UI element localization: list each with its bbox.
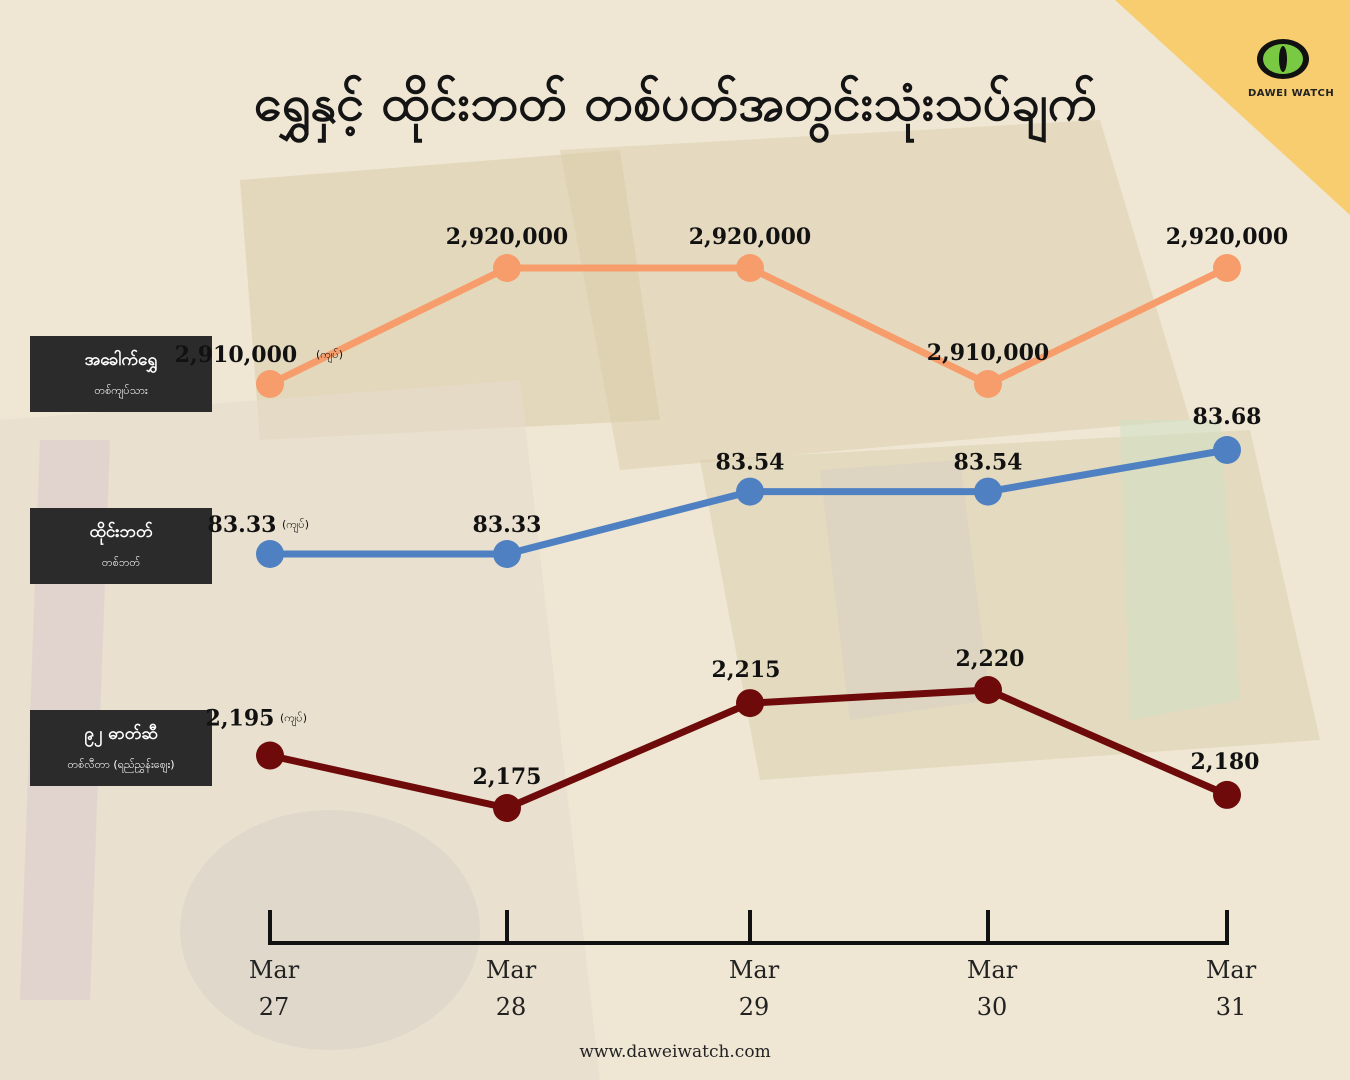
- data-label: 83.54: [716, 450, 785, 476]
- unit-suffix: (ကျပ်): [316, 348, 343, 363]
- corner-accent: [1115, 0, 1350, 215]
- data-label: 2,175: [473, 764, 542, 790]
- data-label: 2,180: [1191, 749, 1260, 775]
- data-point: [974, 370, 1002, 398]
- x-tick-label: Mar: [1206, 956, 1257, 984]
- data-label: 2,920,000: [689, 224, 811, 250]
- page-title: ရွှေနှင့် ထိုင်းဘတ် တစ်ပတ်အတွင်းသုံးသပ်ခ…: [253, 74, 1097, 132]
- data-label: 2,910,000: [927, 340, 1049, 366]
- x-tick-label: Mar: [729, 956, 780, 984]
- data-point: [493, 254, 521, 282]
- brand-logo: DAWEI WATCH: [1248, 38, 1335, 99]
- data-label: 2,195: [206, 706, 275, 732]
- data-label: 2,220: [956, 646, 1025, 672]
- series-label-fuel: ၉၂ ဓာတ်ဆီ တစ်လီတာ (ရည်ညွှန်းဈေး): [30, 710, 212, 786]
- data-point: [1213, 254, 1241, 282]
- unit-suffix: (ကျပ်): [282, 518, 309, 533]
- data-point: [974, 477, 1002, 506]
- eye-icon: [1257, 39, 1309, 79]
- data-point: [1213, 436, 1241, 464]
- x-tick-label: 29: [739, 993, 770, 1021]
- x-tick-label: 27: [259, 993, 290, 1021]
- series-label-gold: အခေါက်ရွှေ တစ်ကျပ်သား: [30, 336, 212, 412]
- series-label-name: ထိုင်းဘတ်: [89, 522, 153, 542]
- series-label-unit: တစ်လီတာ (ရည်ညွှန်းဈေး): [67, 758, 175, 771]
- brand-name: DAWEI WATCH: [1248, 88, 1335, 99]
- series-label-name: ၉၂ ဓာတ်ဆီ: [84, 724, 158, 744]
- data-label: 83.68: [1193, 404, 1262, 430]
- x-tick-label: Mar: [967, 956, 1018, 984]
- data-point: [736, 254, 764, 282]
- data-label: 83.54: [954, 450, 1023, 476]
- data-label: 2,910,000: [175, 342, 297, 368]
- data-label: 2,920,000: [1166, 224, 1288, 250]
- data-label: 2,215: [712, 657, 781, 683]
- x-tick-label: Mar: [249, 956, 300, 984]
- data-point: [736, 689, 764, 718]
- data-point: [974, 676, 1002, 704]
- data-point: [1213, 780, 1241, 809]
- x-tick-label: 31: [1216, 993, 1247, 1021]
- data-point: [493, 540, 521, 568]
- data-label: 2,920,000: [446, 224, 568, 250]
- data-point: [256, 540, 284, 568]
- x-tick-label: 28: [496, 993, 527, 1021]
- data-point: [256, 741, 284, 770]
- data-point: [256, 370, 284, 398]
- data-point: [736, 477, 764, 506]
- series-label-unit: တစ်ကျပ်သား: [94, 384, 148, 397]
- x-tick-label: 30: [977, 993, 1008, 1021]
- x-tick-label: Mar: [486, 956, 537, 984]
- data-point: [493, 794, 521, 822]
- series-line: [268, 264, 1229, 388]
- series-label-unit: တစ်ဘတ်: [101, 556, 141, 569]
- series-label-baht: ထိုင်းဘတ် တစ်ဘတ်: [30, 508, 212, 584]
- data-label: 83.33: [208, 512, 277, 538]
- data-label: 83.33: [473, 512, 542, 538]
- unit-suffix: (ကျပ်): [280, 712, 307, 727]
- series-label-name: အခေါက်ရွှေ: [84, 350, 158, 370]
- footer-url: www.daweiwatch.com: [579, 1042, 771, 1062]
